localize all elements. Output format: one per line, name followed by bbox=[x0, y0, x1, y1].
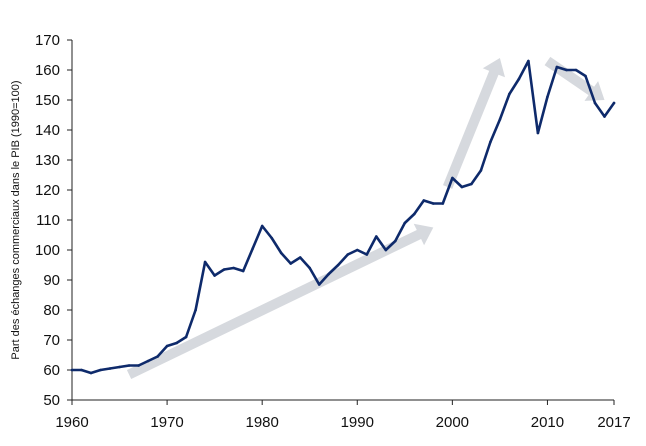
data-point bbox=[451, 176, 454, 180]
y-tick-label: 140 bbox=[35, 122, 60, 139]
data-point bbox=[555, 65, 559, 69]
y-tick-label: 130 bbox=[35, 152, 60, 169]
data-point bbox=[175, 341, 178, 345]
data-point bbox=[232, 266, 235, 270]
data-point bbox=[260, 224, 264, 228]
data-point bbox=[489, 140, 492, 144]
axes bbox=[67, 39, 615, 405]
data-point bbox=[422, 199, 426, 202]
y-tick-label: 80 bbox=[43, 302, 60, 319]
tick-labels: 50 60 70 80 90 100 110 120 130 140 150 160 170 1960 19… bbox=[35, 32, 631, 431]
y-tick-label: 170 bbox=[35, 32, 60, 49]
x-tick-label: 2017 bbox=[597, 414, 630, 431]
y-tick-label: 150 bbox=[35, 92, 60, 109]
data-point bbox=[165, 344, 169, 348]
data-point bbox=[612, 101, 616, 105]
y-tick-label: 60 bbox=[43, 362, 60, 379]
y-tick-label: 120 bbox=[35, 182, 60, 199]
data-point bbox=[441, 202, 445, 205]
trend-arrow-1 bbox=[126, 223, 434, 379]
data-point bbox=[279, 251, 283, 255]
x-tick-label: 1970 bbox=[150, 414, 183, 431]
data-point bbox=[470, 182, 473, 186]
data-point bbox=[394, 239, 397, 243]
data-point bbox=[137, 364, 140, 367]
data-point bbox=[289, 262, 293, 265]
data-point bbox=[517, 77, 521, 81]
data-point bbox=[317, 283, 321, 286]
y-axis-title: Part des échanges commerciaux dans le PI… bbox=[10, 80, 22, 359]
data-point bbox=[403, 221, 407, 225]
series-layer bbox=[70, 59, 616, 375]
data-point bbox=[251, 247, 254, 250]
data-point bbox=[413, 212, 416, 216]
data-point bbox=[108, 367, 112, 370]
data-point bbox=[565, 68, 568, 72]
data-point bbox=[80, 368, 83, 372]
data-point bbox=[593, 101, 597, 105]
x-tick-label: 1960 bbox=[55, 414, 88, 431]
trend-arrows bbox=[126, 56, 605, 379]
data-point bbox=[384, 248, 388, 252]
data-point bbox=[156, 355, 159, 358]
data-point bbox=[308, 266, 312, 270]
data-point bbox=[508, 92, 511, 96]
data-point bbox=[336, 263, 340, 267]
trend-arrow-2 bbox=[443, 58, 505, 189]
data-point bbox=[70, 368, 74, 372]
data-point bbox=[346, 253, 350, 256]
x-tick-label: 2000 bbox=[436, 414, 469, 431]
data-point bbox=[536, 131, 540, 135]
data-point bbox=[365, 253, 369, 256]
data-point bbox=[127, 364, 131, 367]
data-point bbox=[498, 118, 502, 121]
data-point bbox=[546, 95, 549, 99]
y-tick-label: 100 bbox=[35, 242, 60, 259]
data-point bbox=[213, 274, 216, 277]
data-point bbox=[327, 272, 331, 276]
y-tick-label: 90 bbox=[43, 272, 60, 289]
data-point bbox=[222, 268, 226, 271]
data-point bbox=[298, 256, 302, 259]
x-tick-label: 2010 bbox=[531, 414, 564, 431]
data-point bbox=[194, 308, 197, 312]
y-tick-label: 50 bbox=[43, 392, 60, 409]
data-point bbox=[356, 248, 359, 252]
x-tick-label: 1980 bbox=[245, 414, 278, 431]
data-point bbox=[460, 185, 464, 189]
x-tick-label: 1990 bbox=[341, 414, 374, 431]
data-point bbox=[479, 169, 483, 172]
data-point bbox=[270, 236, 274, 240]
data-point bbox=[527, 59, 530, 63]
y-tick-label: 70 bbox=[43, 332, 60, 349]
data-point bbox=[432, 202, 435, 205]
data-point bbox=[241, 269, 245, 273]
data-point bbox=[118, 365, 121, 369]
data-point bbox=[603, 115, 606, 118]
data-point bbox=[184, 335, 188, 339]
data-point bbox=[146, 359, 150, 363]
series-line-1 bbox=[70, 59, 616, 375]
y-tick-label: 160 bbox=[35, 62, 60, 79]
data-point bbox=[584, 74, 587, 78]
data-point bbox=[99, 368, 102, 372]
data-point bbox=[89, 371, 93, 375]
y-tick-label: 110 bbox=[36, 212, 60, 229]
data-point bbox=[375, 235, 378, 238]
data-point bbox=[574, 68, 578, 72]
data-point bbox=[203, 260, 207, 264]
